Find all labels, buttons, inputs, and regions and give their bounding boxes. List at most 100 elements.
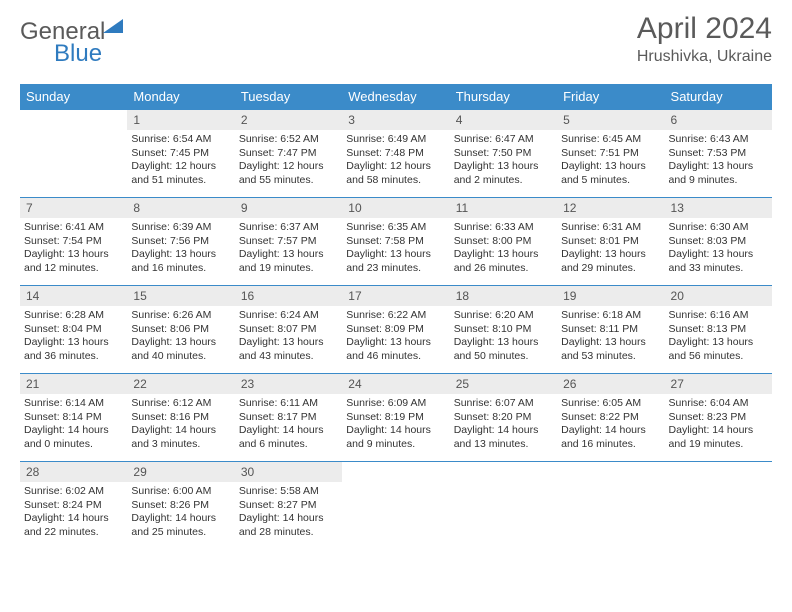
day-info: Sunrise: 6:09 AMSunset: 8:19 PMDaylight:… [342,394,449,452]
day-cell: 25Sunrise: 6:07 AMSunset: 8:20 PMDayligh… [450,373,557,461]
calendar-cell [665,461,772,549]
location-text: Hrushivka, Ukraine [637,48,772,66]
day-cell: 15Sunrise: 6:26 AMSunset: 8:06 PMDayligh… [127,285,234,373]
day-info: Sunrise: 6:14 AMSunset: 8:14 PMDaylight:… [20,394,127,452]
day-cell: 16Sunrise: 6:24 AMSunset: 8:07 PMDayligh… [235,285,342,373]
day-cell: 17Sunrise: 6:22 AMSunset: 8:09 PMDayligh… [342,285,449,373]
day-number: 29 [127,461,234,482]
day-info: Sunrise: 6:31 AMSunset: 8:01 PMDaylight:… [557,218,664,276]
calendar-cell: 10Sunrise: 6:35 AMSunset: 7:58 PMDayligh… [342,197,449,285]
day-cell: 22Sunrise: 6:12 AMSunset: 8:16 PMDayligh… [127,373,234,461]
calendar-cell: 9Sunrise: 6:37 AMSunset: 7:57 PMDaylight… [235,197,342,285]
page-title: April 2024 [637,12,772,46]
day-number: 2 [235,109,342,130]
day-number: 23 [235,373,342,394]
calendar-cell: 29Sunrise: 6:00 AMSunset: 8:26 PMDayligh… [127,461,234,549]
weekday-header: Saturday [665,84,772,109]
day-info: Sunrise: 6:41 AMSunset: 7:54 PMDaylight:… [20,218,127,276]
day-number: 25 [450,373,557,394]
day-number: 21 [20,373,127,394]
calendar-table: SundayMondayTuesdayWednesdayThursdayFrid… [20,84,772,549]
day-number: 28 [20,461,127,482]
day-cell: 7Sunrise: 6:41 AMSunset: 7:54 PMDaylight… [20,197,127,285]
weekday-header: Monday [127,84,234,109]
weekday-header: Thursday [450,84,557,109]
day-number: 1 [127,109,234,130]
day-number: 14 [20,285,127,306]
day-info: Sunrise: 6:16 AMSunset: 8:13 PMDaylight:… [665,306,772,364]
day-info: Sunrise: 6:39 AMSunset: 7:56 PMDaylight:… [127,218,234,276]
calendar-week-row: 28Sunrise: 6:02 AMSunset: 8:24 PMDayligh… [20,461,772,549]
day-cell: 18Sunrise: 6:20 AMSunset: 8:10 PMDayligh… [450,285,557,373]
day-number: 18 [450,285,557,306]
day-cell: 13Sunrise: 6:30 AMSunset: 8:03 PMDayligh… [665,197,772,285]
calendar-cell: 18Sunrise: 6:20 AMSunset: 8:10 PMDayligh… [450,285,557,373]
day-cell: 19Sunrise: 6:18 AMSunset: 8:11 PMDayligh… [557,285,664,373]
day-info: Sunrise: 6:18 AMSunset: 8:11 PMDaylight:… [557,306,664,364]
day-number: 26 [557,373,664,394]
day-cell: 12Sunrise: 6:31 AMSunset: 8:01 PMDayligh… [557,197,664,285]
calendar-cell: 14Sunrise: 6:28 AMSunset: 8:04 PMDayligh… [20,285,127,373]
day-info: Sunrise: 6:28 AMSunset: 8:04 PMDaylight:… [20,306,127,364]
day-number: 20 [665,285,772,306]
day-info: Sunrise: 6:12 AMSunset: 8:16 PMDaylight:… [127,394,234,452]
day-number: 7 [20,197,127,218]
day-info: Sunrise: 6:04 AMSunset: 8:23 PMDaylight:… [665,394,772,452]
day-cell: 1Sunrise: 6:54 AMSunset: 7:45 PMDaylight… [127,109,234,197]
calendar-cell: 2Sunrise: 6:52 AMSunset: 7:47 PMDaylight… [235,109,342,197]
day-info: Sunrise: 6:35 AMSunset: 7:58 PMDaylight:… [342,218,449,276]
day-info: Sunrise: 6:45 AMSunset: 7:51 PMDaylight:… [557,130,664,188]
header: General Blue April 2024 Hrushivka, Ukrai… [20,12,772,74]
calendar-cell: 30Sunrise: 5:58 AMSunset: 8:27 PMDayligh… [235,461,342,549]
day-number: 9 [235,197,342,218]
weekday-header: Sunday [20,84,127,109]
calendar-cell: 22Sunrise: 6:12 AMSunset: 8:16 PMDayligh… [127,373,234,461]
day-info: Sunrise: 6:22 AMSunset: 8:09 PMDaylight:… [342,306,449,364]
day-cell: 5Sunrise: 6:45 AMSunset: 7:51 PMDaylight… [557,109,664,197]
day-cell: 11Sunrise: 6:33 AMSunset: 8:00 PMDayligh… [450,197,557,285]
day-info: Sunrise: 6:49 AMSunset: 7:48 PMDaylight:… [342,130,449,188]
day-info: Sunrise: 6:02 AMSunset: 8:24 PMDaylight:… [20,482,127,540]
day-info: Sunrise: 6:26 AMSunset: 8:06 PMDaylight:… [127,306,234,364]
day-info: Sunrise: 6:37 AMSunset: 7:57 PMDaylight:… [235,218,342,276]
day-number: 27 [665,373,772,394]
calendar-cell: 6Sunrise: 6:43 AMSunset: 7:53 PMDaylight… [665,109,772,197]
day-cell: 3Sunrise: 6:49 AMSunset: 7:48 PMDaylight… [342,109,449,197]
calendar-cell: 12Sunrise: 6:31 AMSunset: 8:01 PMDayligh… [557,197,664,285]
calendar-cell: 5Sunrise: 6:45 AMSunset: 7:51 PMDaylight… [557,109,664,197]
calendar-cell: 3Sunrise: 6:49 AMSunset: 7:48 PMDaylight… [342,109,449,197]
day-info: Sunrise: 5:58 AMSunset: 8:27 PMDaylight:… [235,482,342,540]
calendar-cell: 21Sunrise: 6:14 AMSunset: 8:14 PMDayligh… [20,373,127,461]
calendar-cell: 23Sunrise: 6:11 AMSunset: 8:17 PMDayligh… [235,373,342,461]
calendar-cell: 25Sunrise: 6:07 AMSunset: 8:20 PMDayligh… [450,373,557,461]
day-cell: 26Sunrise: 6:05 AMSunset: 8:22 PMDayligh… [557,373,664,461]
day-info: Sunrise: 6:47 AMSunset: 7:50 PMDaylight:… [450,130,557,188]
calendar-cell: 16Sunrise: 6:24 AMSunset: 8:07 PMDayligh… [235,285,342,373]
calendar-week-row: 21Sunrise: 6:14 AMSunset: 8:14 PMDayligh… [20,373,772,461]
calendar-cell [20,109,127,197]
day-cell: 28Sunrise: 6:02 AMSunset: 8:24 PMDayligh… [20,461,127,549]
day-info: Sunrise: 6:43 AMSunset: 7:53 PMDaylight:… [665,130,772,188]
day-info: Sunrise: 6:30 AMSunset: 8:03 PMDaylight:… [665,218,772,276]
day-info: Sunrise: 6:20 AMSunset: 8:10 PMDaylight:… [450,306,557,364]
day-cell: 4Sunrise: 6:47 AMSunset: 7:50 PMDaylight… [450,109,557,197]
logo-text: General Blue [20,18,125,74]
calendar-week-row: 1Sunrise: 6:54 AMSunset: 7:45 PMDaylight… [20,109,772,197]
day-info: Sunrise: 6:52 AMSunset: 7:47 PMDaylight:… [235,130,342,188]
calendar-cell [342,461,449,549]
weekday-header: Wednesday [342,84,449,109]
calendar-cell: 28Sunrise: 6:02 AMSunset: 8:24 PMDayligh… [20,461,127,549]
weekday-header: Friday [557,84,664,109]
day-number: 22 [127,373,234,394]
day-number: 24 [342,373,449,394]
day-number: 8 [127,197,234,218]
day-cell: 21Sunrise: 6:14 AMSunset: 8:14 PMDayligh… [20,373,127,461]
day-number: 6 [665,109,772,130]
day-number: 4 [450,109,557,130]
day-info: Sunrise: 6:07 AMSunset: 8:20 PMDaylight:… [450,394,557,452]
day-number: 13 [665,197,772,218]
calendar-week-row: 7Sunrise: 6:41 AMSunset: 7:54 PMDaylight… [20,197,772,285]
calendar-cell: 27Sunrise: 6:04 AMSunset: 8:23 PMDayligh… [665,373,772,461]
day-cell: 8Sunrise: 6:39 AMSunset: 7:56 PMDaylight… [127,197,234,285]
day-cell: 6Sunrise: 6:43 AMSunset: 7:53 PMDaylight… [665,109,772,197]
